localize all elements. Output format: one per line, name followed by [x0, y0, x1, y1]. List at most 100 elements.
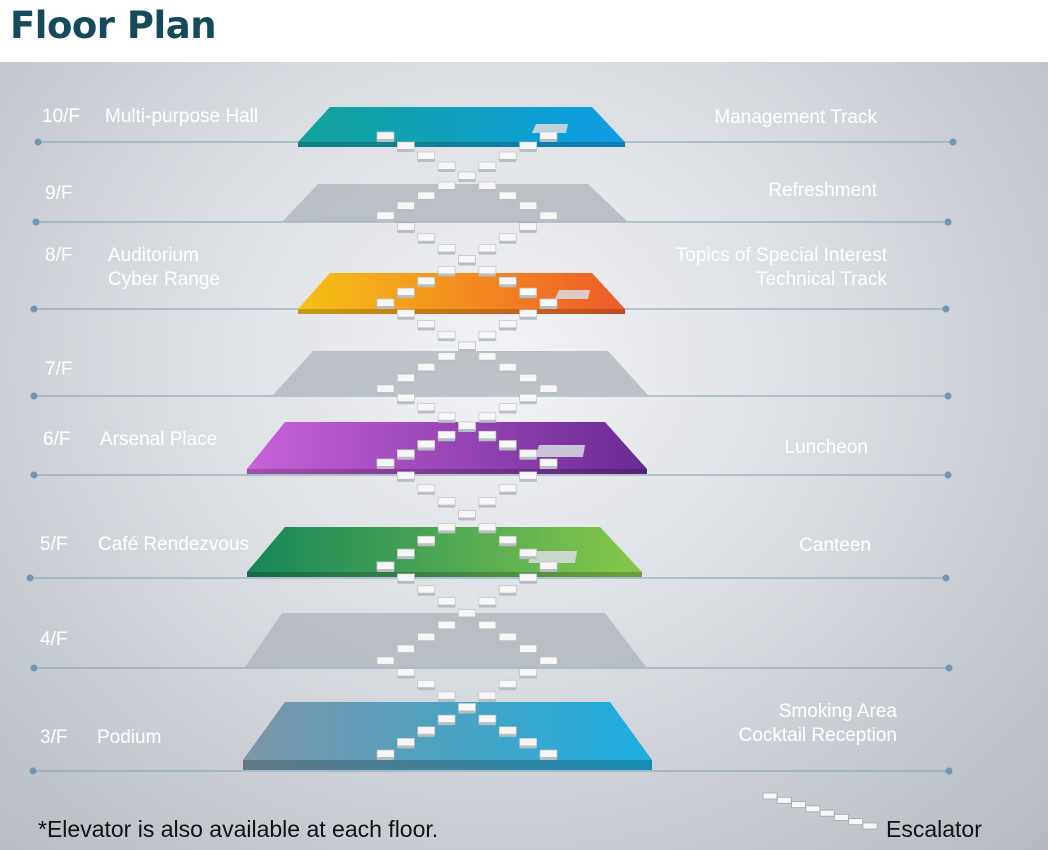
floor-level-5: 5/F: [40, 534, 68, 555]
escalator-step-shadow: [519, 149, 537, 152]
floor-plate: [247, 527, 642, 572]
escalator-step-shadow: [478, 628, 496, 632]
escalator-step: [437, 621, 456, 630]
escalator-step: [417, 151, 436, 161]
escalator-step: [458, 703, 476, 712]
escalator-step: [478, 181, 497, 191]
floor-line-dot: [942, 574, 950, 582]
escalator-step: [437, 412, 456, 422]
escalator-step: [397, 287, 415, 297]
escalator-step-shadow: [417, 410, 435, 414]
floor-level-7: 7/F: [45, 359, 73, 380]
escalator-step: [458, 341, 476, 351]
escalator-step-shadow: [478, 419, 496, 423]
escalator-step: [478, 430, 497, 440]
escalator-step-shadow: [499, 199, 517, 202]
escalator-step: [519, 738, 537, 747]
escalator-step-shadow: [519, 580, 537, 584]
floor-left-3: Podium: [97, 727, 162, 748]
escalator-step-shadow: [397, 652, 415, 656]
escalator-step: [397, 373, 415, 383]
escalator-step-shadow: [438, 530, 456, 534]
escalator-step: [519, 573, 537, 583]
escalator-step: [791, 801, 806, 808]
escalator-step: [478, 523, 497, 532]
escalator-step-shadow: [478, 273, 496, 277]
escalator-step-shadow: [499, 687, 517, 691]
floor-line-dot: [30, 305, 38, 313]
escalator-step-shadow: [540, 664, 557, 667]
floor-plan-diagram: [26, 107, 957, 830]
elevator-footnote: *Elevator is also available at each floo…: [38, 816, 439, 842]
escalator-step: [834, 814, 849, 821]
escalator-step: [458, 421, 476, 431]
escalator-step-shadow: [478, 698, 496, 702]
escalator-step: [519, 471, 537, 481]
escalator-step: [519, 141, 537, 151]
escalator-step-shadow: [458, 429, 476, 432]
escalator-step-shadow: [397, 478, 415, 482]
escalator-step: [519, 393, 537, 403]
floor-right-6: Luncheon: [784, 437, 868, 458]
escalator-step-shadow: [397, 316, 415, 320]
escalator-step-shadow: [377, 664, 394, 667]
escalator-step: [437, 244, 456, 253]
escalator-step-shadow: [438, 338, 456, 342]
escalator-step-shadow: [499, 543, 517, 547]
escalator-step-shadow: [397, 209, 415, 212]
escalator-step: [376, 656, 395, 666]
escalator-step-shadow: [417, 447, 435, 451]
floor-left-8a: Auditorium: [108, 245, 199, 266]
escalator-step: [762, 792, 778, 800]
escalator-step-shadow: [417, 159, 435, 162]
escalator-step: [498, 233, 517, 243]
escalator-step: [417, 585, 436, 595]
escalator-step-shadow: [377, 392, 394, 395]
escalator-step: [376, 749, 395, 759]
floor-plate-edge: [247, 469, 647, 474]
escalator-step: [437, 430, 456, 440]
escalators: [376, 131, 878, 830]
escalator-step: [417, 276, 436, 286]
escalator-opening: [532, 124, 568, 133]
escalator-step-shadow: [478, 604, 496, 608]
escalator-step-shadow: [417, 199, 435, 202]
escalator-step-shadow: [438, 504, 456, 508]
escalator-step-shadow: [377, 219, 394, 222]
escalator-step-shadow: [478, 438, 496, 442]
escalator-step: [437, 691, 456, 701]
escalator-step: [519, 548, 537, 558]
escalator-step-shadow: [478, 251, 496, 255]
escalator-step: [376, 384, 395, 394]
escalator-step-shadow: [377, 569, 394, 572]
escalator-step-shadow: [417, 327, 435, 331]
floor-line-dot: [34, 138, 42, 146]
escalator-step-shadow: [540, 306, 557, 309]
escalator-step-shadow: [397, 401, 415, 405]
escalator-step: [498, 440, 517, 449]
escalator-step: [498, 363, 517, 372]
escalator-step: [417, 320, 436, 329]
escalator-step: [437, 497, 456, 506]
escalator-step: [498, 484, 517, 494]
floor-left-5: Café Rendezvous: [98, 534, 250, 555]
escalator-step-shadow: [540, 569, 557, 572]
escalator-step: [417, 632, 436, 642]
escalator-step-shadow: [499, 640, 517, 644]
escalator-step-shadow: [458, 349, 476, 352]
escalator-step-shadow: [478, 338, 496, 342]
escalator-step: [498, 535, 517, 545]
escalator-step-shadow: [397, 456, 415, 460]
escalator-step-shadow: [499, 327, 517, 331]
escalator-step-shadow: [519, 745, 537, 749]
floor-plates: [243, 107, 652, 770]
escalator-step-shadow: [540, 219, 557, 222]
escalator-step: [498, 585, 517, 595]
escalator-step-shadow: [417, 733, 435, 737]
floor-line-dot: [944, 392, 952, 400]
floor-plate-edge: [298, 142, 625, 147]
escalator-step: [376, 131, 395, 141]
escalator-step-shadow: [397, 229, 415, 233]
floor-plate-edge: [298, 309, 625, 314]
escalator-step: [397, 222, 415, 232]
